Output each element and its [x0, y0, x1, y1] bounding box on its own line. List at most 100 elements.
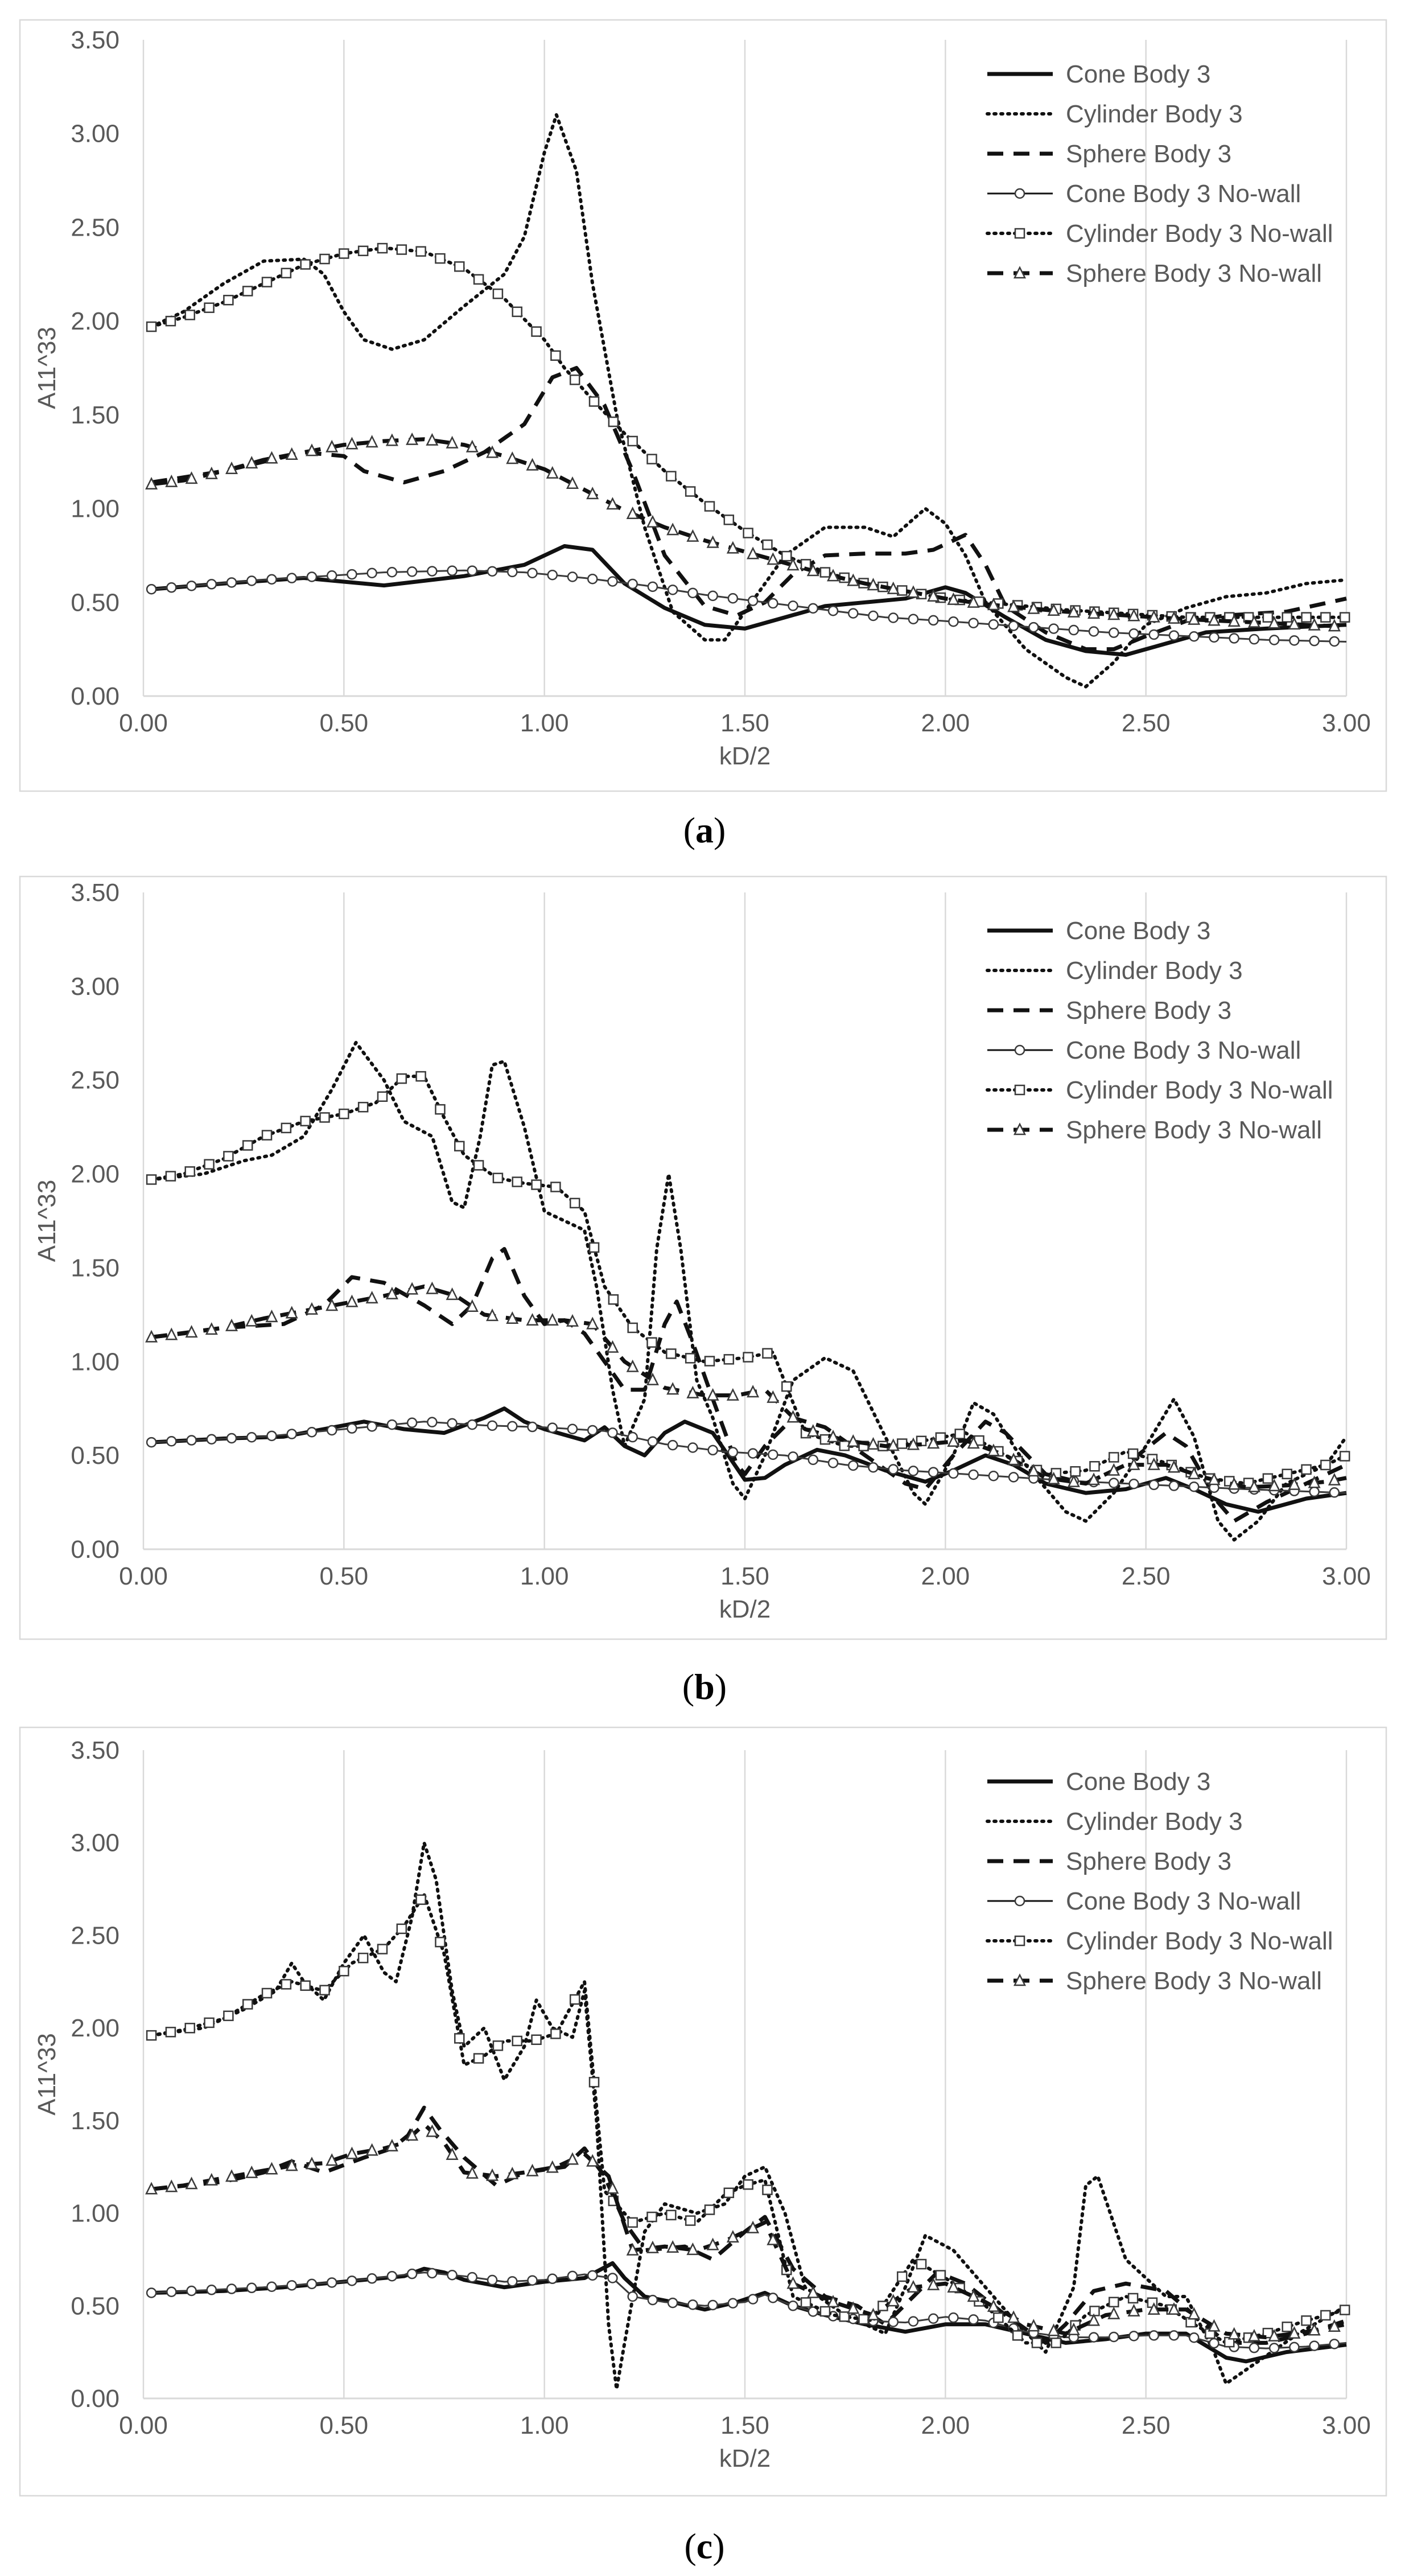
series-marker-3: [1028, 622, 1039, 633]
series-marker-4: [1089, 1461, 1100, 1472]
legend-label-4: Cylinder Body 3 No-wall: [1066, 220, 1333, 248]
series-marker-4: [435, 253, 446, 264]
series-marker-4: [608, 1294, 619, 1305]
series-marker-4: [1127, 1448, 1139, 1459]
series-marker-3: [788, 600, 798, 611]
series-marker-5: [245, 2165, 258, 2178]
series-marker-4: [512, 2035, 522, 2047]
series-marker-5: [385, 2138, 398, 2152]
series-marker-5: [1067, 2322, 1080, 2335]
series-marker-5: [446, 435, 459, 448]
series-marker-5: [1328, 619, 1341, 632]
series-marker-5: [1208, 2319, 1221, 2332]
series-marker-4: [242, 1140, 253, 1151]
series-marker-3: [928, 615, 939, 626]
legend-label-4: Cylinder Body 3 No-wall: [1066, 1927, 1333, 1955]
series-marker-3: [848, 608, 859, 619]
panel-label-b: (b): [682, 1666, 727, 1707]
series-marker-4: [588, 1242, 600, 1253]
series-marker-5: [867, 578, 880, 591]
series-marker-5: [927, 1436, 940, 1449]
series-marker-5: [165, 2179, 178, 2192]
series-marker-3: [1168, 2330, 1180, 2341]
series-marker-5: [827, 569, 840, 582]
x-axis-title: kD/2: [719, 742, 771, 770]
series-marker-4: [1320, 1459, 1331, 1471]
series-marker-5: [747, 1385, 760, 1398]
series-marker-4: [685, 1353, 696, 1364]
series-marker-5: [365, 1291, 378, 1304]
series-marker-5: [345, 1294, 359, 1307]
series-marker-5: [225, 461, 238, 474]
series-marker-5: [1288, 1477, 1301, 1490]
x-tick-label: 2.50: [1122, 1562, 1171, 1590]
series-marker-4: [1301, 612, 1312, 623]
series-marker-5: [626, 2242, 639, 2256]
series-marker-3: [286, 1429, 297, 1439]
legend-marker-4: [1014, 228, 1025, 239]
legend-label-0: Cone Body 3: [1066, 60, 1210, 88]
x-tick-label: 1.00: [520, 1562, 569, 1590]
series-marker-3: [988, 619, 999, 630]
series-marker-5: [1107, 2306, 1120, 2319]
series-marker-3: [166, 582, 177, 593]
series-marker-5: [847, 573, 860, 586]
series-marker-4: [242, 1999, 253, 2010]
series-marker-5: [1308, 618, 1321, 631]
series-marker-5: [486, 1308, 499, 1322]
series-marker-4: [781, 550, 792, 562]
series-marker-4: [743, 2179, 753, 2190]
series-marker-5: [706, 1388, 719, 1401]
series-marker-5: [1147, 2302, 1160, 2315]
series-marker-3: [1109, 627, 1119, 638]
series-marker-3: [868, 610, 879, 622]
series-marker-5: [465, 1299, 479, 1312]
series-marker-3: [226, 1433, 237, 1444]
y-tick-label: 2.50: [71, 1067, 120, 1094]
series-marker-3: [687, 1442, 698, 1453]
series-marker-5: [1007, 2310, 1020, 2323]
series-marker-3: [146, 583, 157, 595]
series-marker-5: [867, 2307, 880, 2320]
series-marker-5: [506, 451, 519, 464]
y-tick-label: 1.50: [71, 2107, 120, 2135]
series-marker-4: [492, 1172, 504, 1183]
y-tick-label: 0.00: [71, 1536, 120, 1563]
series-marker-4: [415, 1071, 426, 1082]
series-marker-5: [947, 592, 960, 605]
series-marker-5: [947, 1434, 960, 1447]
series-marker-3: [848, 1460, 859, 1471]
series-marker-5: [1247, 2328, 1260, 2342]
series-marker-3: [1168, 630, 1180, 641]
series-marker-5: [1328, 1472, 1341, 1485]
series-marker-5: [1147, 1457, 1160, 1470]
series-marker-5: [626, 1359, 639, 1372]
series-marker-4: [300, 1980, 311, 1991]
series-marker-3: [1188, 2332, 1200, 2343]
series-marker-5: [365, 2143, 378, 2156]
series-marker-5: [345, 2146, 359, 2159]
series-marker-4: [1070, 1466, 1081, 1477]
series-marker-3: [1128, 628, 1139, 639]
series-marker-3: [1309, 2340, 1320, 2351]
series-marker-4: [165, 1171, 176, 1182]
x-tick-label: 0.00: [119, 709, 168, 737]
series-marker-5: [586, 487, 599, 500]
series-marker-5: [385, 1286, 398, 1299]
series-marker-4: [646, 454, 657, 464]
series-marker-4: [1282, 1468, 1292, 1480]
series-marker-3: [406, 566, 418, 577]
series-marker-3: [326, 1425, 337, 1436]
series-marker-3: [908, 614, 919, 624]
series-marker-3: [1249, 2342, 1260, 2353]
series-marker-3: [587, 2270, 598, 2281]
series-marker-5: [686, 1385, 699, 1398]
series-marker-4: [1031, 2338, 1043, 2348]
series-marker-4: [1282, 612, 1292, 623]
series-marker-4: [1320, 2310, 1331, 2321]
series-marker-3: [527, 567, 538, 579]
series-marker-4: [415, 246, 426, 257]
series-marker-5: [1147, 610, 1160, 623]
series-marker-3: [1268, 635, 1280, 645]
series-marker-3: [888, 2316, 899, 2327]
